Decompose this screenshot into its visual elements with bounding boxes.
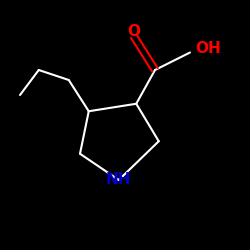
Text: O: O <box>127 24 140 39</box>
Text: OH: OH <box>195 41 221 56</box>
Text: NH: NH <box>106 172 132 188</box>
